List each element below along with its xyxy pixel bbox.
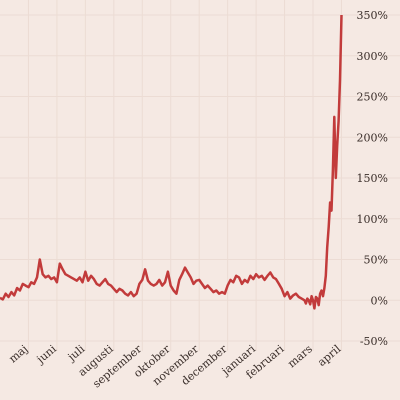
chart-grid — [0, 0, 400, 351]
y-tick-label: 300% — [357, 50, 388, 63]
series-group — [0, 14, 343, 310]
y-tick-label: 100% — [357, 213, 388, 226]
y-tick-label: 50% — [364, 254, 388, 267]
y-tick-label: 200% — [357, 131, 388, 144]
y-tick-label: 250% — [357, 91, 388, 104]
y-tick-label: 350% — [357, 9, 388, 22]
y-axis-ticks: -50% 0% 50% 100% 150% 200% 250% 300% 350% — [357, 9, 388, 348]
y-tick-label: -50% — [360, 335, 388, 348]
y-tick-label: 0% — [371, 294, 388, 307]
y-tick-label: 150% — [357, 172, 388, 185]
series-line — [0, 14, 343, 310]
